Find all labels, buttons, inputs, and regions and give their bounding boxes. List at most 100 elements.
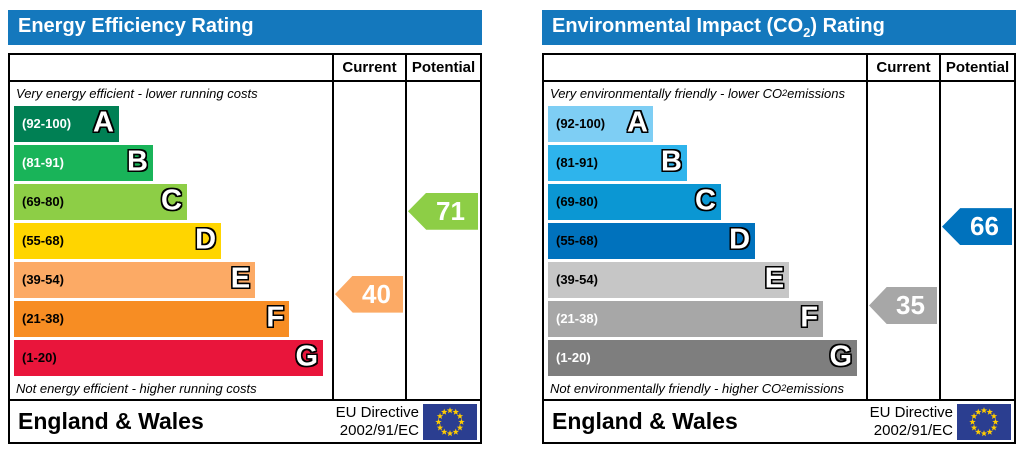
band-bar-a: (92-100) A <box>548 105 653 142</box>
energy-efficiency-chart: Energy Efficiency Rating Current Potenti… <box>8 10 482 444</box>
band-bar-e: (39-54) E <box>14 261 256 298</box>
rating-bands: (92-100) A (81-91) B (69-80) C (55-68) D (39-54)… <box>10 104 332 377</box>
band-row-b: (81-91) B <box>548 143 866 182</box>
band-bar-b: (81-91) B <box>14 144 153 181</box>
top-caption-text: Very energy efficient - lower running co… <box>16 85 258 101</box>
band-row-d: (55-68) D <box>548 221 866 260</box>
current-rating-value: 35 <box>896 290 925 320</box>
top-caption: Very energy efficient - lower running co… <box>10 82 332 104</box>
band-row-f: (21-38) F <box>14 299 332 338</box>
current-rating-arrow: 35 <box>869 287 937 324</box>
bands-column: Very environmentally friendly - lower CO… <box>544 82 866 399</box>
band-range-label: (1-20) <box>556 350 591 365</box>
eu-directive-line2: 2002/91/EC <box>873 421 953 439</box>
band-row-e: (39-54) E <box>14 260 332 299</box>
rating-table: Current Potential Very environmentally f… <box>542 53 1016 444</box>
column-header-row: Current Potential <box>10 55 480 82</box>
band-letter: A <box>92 106 114 139</box>
chart-title-text-end: ) Rating <box>810 15 885 37</box>
bottom-caption-text: Not environmentally friendly - higher CO <box>550 380 782 396</box>
rating-body: Very energy efficient - lower running co… <box>10 82 480 399</box>
top-caption-text: Very environmentally friendly - lower CO <box>550 85 783 101</box>
top-caption-subscript: 2 <box>782 88 788 98</box>
band-range-label: (21-38) <box>22 311 64 326</box>
band-letter: C <box>695 184 716 217</box>
chart-title-text: Environmental Impact (CO <box>552 15 804 37</box>
band-letter: F <box>800 301 819 334</box>
chart-footer: England & Wales EU Directive 2002/91/EC <box>10 399 480 442</box>
band-row-c: (69-80) C <box>548 182 866 221</box>
environmental-impact-title-bar: Environmental Impact (CO2) Rating <box>542 10 1016 45</box>
eu-directive-line2: 2002/91/EC <box>339 421 419 439</box>
band-letter: G <box>829 340 853 373</box>
band-row-g: (1-20) G <box>14 338 332 377</box>
band-letter: B <box>661 145 682 178</box>
band-range-label: (81-91) <box>22 155 64 170</box>
band-range-label: (21-38) <box>556 311 598 326</box>
band-row-a: (92-100) A <box>548 104 866 143</box>
bottom-caption: Not environmentally friendly - higher CO… <box>544 377 866 399</box>
current-rating-value: 40 <box>362 278 391 309</box>
band-range-label: (1-20) <box>22 350 57 365</box>
band-letter: A <box>626 106 648 139</box>
chart-title-text: Energy Efficiency Rating <box>18 15 254 37</box>
potential-column-header: Potential <box>405 55 480 80</box>
band-bar-a: (92-100) A <box>14 105 119 142</box>
band-letter: G <box>295 340 319 373</box>
potential-value-column: 66 <box>939 82 1014 399</box>
band-bar-g: (1-20) G <box>548 339 858 376</box>
rating-body: Very environmentally friendly - lower CO… <box>544 82 1014 399</box>
band-range-label: (81-91) <box>556 155 598 170</box>
eu-directive-line1: EU Directive <box>869 404 953 422</box>
band-row-c: (69-80) C <box>14 182 332 221</box>
band-range-label: (92-100) <box>22 116 72 131</box>
band-letter: C <box>161 184 182 217</box>
chart-title: Energy Efficiency Rating <box>18 15 254 40</box>
eu-flag-icon <box>423 403 477 440</box>
bottom-caption: Not energy efficient - higher running co… <box>10 377 332 399</box>
top-caption: Very environmentally friendly - lower CO… <box>544 82 866 104</box>
chart-footer: England & Wales EU Directive 2002/91/EC <box>544 399 1014 442</box>
band-range-label: (55-68) <box>22 233 64 248</box>
band-range-label: (69-80) <box>22 194 64 209</box>
header-spacer <box>10 55 332 80</box>
band-row-a: (92-100) A <box>14 104 332 143</box>
potential-rating-arrow: 66 <box>942 208 1012 246</box>
current-column-header: Current <box>332 55 405 80</box>
current-value-column: 35 <box>866 82 939 399</box>
rating-bands: (92-100) A (81-91) B (69-80) C (55-68) D (39-54)… <box>544 104 866 377</box>
band-bar-b: (81-91) B <box>548 144 687 181</box>
band-bar-f: (21-38) F <box>14 300 290 337</box>
current-rating-arrow: 40 <box>335 275 403 313</box>
band-bar-e: (39-54) E <box>548 261 790 298</box>
bottom-caption-text: Not energy efficient - higher running co… <box>16 380 257 396</box>
band-bar-f: (21-38) F <box>548 300 824 337</box>
rating-table: Current Potential Very energy efficient … <box>8 53 482 444</box>
environmental-impact-chart: Environmental Impact (CO2) Rating Curren… <box>542 10 1016 444</box>
band-row-d: (55-68) D <box>14 221 332 260</box>
bottom-caption-subscript: 2 <box>781 383 787 393</box>
potential-column-header: Potential <box>939 55 1014 80</box>
band-letter: E <box>230 262 251 295</box>
band-letter: F <box>266 301 285 334</box>
potential-rating-arrow: 71 <box>408 192 478 230</box>
band-range-label: (39-54) <box>22 272 64 287</box>
band-row-b: (81-91) B <box>14 143 332 182</box>
band-bar-c: (69-80) C <box>548 183 721 220</box>
potential-value-column: 71 <box>405 82 480 399</box>
energy-efficiency-title-bar: Energy Efficiency Rating <box>8 10 482 45</box>
bands-column: Very energy efficient - lower running co… <box>10 82 332 399</box>
band-bar-d: (55-68) D <box>14 222 222 259</box>
band-range-label: (92-100) <box>556 116 606 131</box>
band-row-e: (39-54) E <box>548 260 866 299</box>
band-row-f: (21-38) F <box>548 299 866 338</box>
eu-directive-label: EU Directive 2002/91/EC <box>870 404 957 439</box>
chart-title: Environmental Impact (CO2) Rating <box>552 15 885 40</box>
band-range-label: (55-68) <box>556 233 598 248</box>
band-letter: B <box>127 145 148 178</box>
eu-directive-label: EU Directive 2002/91/EC <box>336 404 423 439</box>
band-bar-g: (1-20) G <box>14 339 324 376</box>
eu-directive-line1: EU Directive <box>335 404 419 422</box>
potential-rating-value: 66 <box>970 211 999 242</box>
